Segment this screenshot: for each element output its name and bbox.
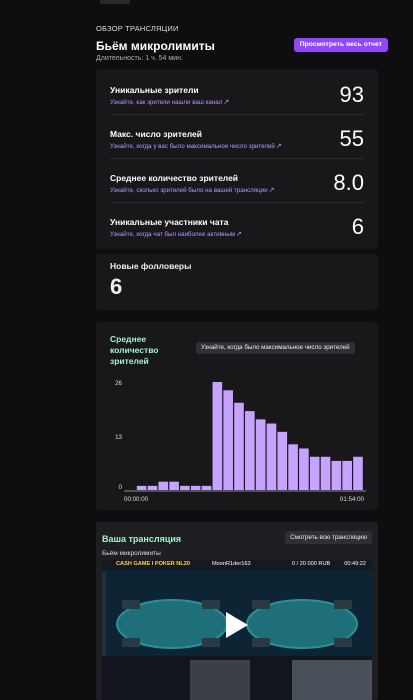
bar-19[interactable] bbox=[331, 460, 342, 490]
bar-12[interactable] bbox=[255, 419, 266, 490]
video-player-name: MoonR1der163 bbox=[212, 561, 251, 567]
stream-summary-header: ОБЗОР ТРАНСЛЯЦИИ Бьём микролимиты Длител… bbox=[96, 24, 388, 62]
bar-21[interactable] bbox=[353, 456, 363, 490]
bar-2[interactable] bbox=[147, 485, 158, 490]
bar-17[interactable] bbox=[309, 456, 320, 490]
stream-video-thumbnail[interactable]: CASH GAME I POKER NL20 MoonR1der163 0 / … bbox=[102, 560, 372, 700]
bars-group bbox=[136, 382, 363, 490]
bar-18[interactable] bbox=[320, 456, 331, 490]
max-viewers-hint-chip[interactable]: Узнайте, когда было максимальное число з… bbox=[196, 342, 355, 354]
bar-11[interactable] bbox=[245, 411, 255, 490]
y-tick-label: 26 bbox=[115, 380, 122, 387]
stat-link[interactable]: Узнайте, как зрители нашли ваш канал↗ bbox=[110, 99, 230, 106]
stream-duration: Длительность: 1 ч. 54 мин. bbox=[96, 55, 183, 62]
stream-section-title: Ваша трансляция bbox=[102, 534, 182, 544]
stat-link[interactable]: Узнайте, когда чат был наиболее активным… bbox=[110, 231, 242, 238]
chart-title: Среднее количество зрителей bbox=[110, 334, 159, 366]
stat-label: Уникальные зрители bbox=[110, 85, 199, 95]
arrow-up-right-icon: ↗ bbox=[223, 99, 230, 106]
video-game-title: CASH GAME I POKER NL20 bbox=[116, 561, 190, 567]
stat-label: Уникальные участники чата bbox=[110, 217, 229, 227]
stat-value: 55 bbox=[339, 126, 364, 151]
stat-label: Среднее количество зрителей bbox=[110, 173, 239, 183]
followers-value: 6 bbox=[110, 274, 123, 299]
top-tab-remnant bbox=[100, 0, 130, 4]
bar-13[interactable] bbox=[266, 423, 277, 490]
divider bbox=[110, 202, 364, 203]
bar-1[interactable] bbox=[136, 485, 147, 490]
bar-6[interactable] bbox=[190, 485, 201, 490]
video-balance: 0 / 20 000 RUB bbox=[292, 561, 331, 567]
bar-4[interactable] bbox=[169, 481, 179, 490]
video-timer: 00:49:22 bbox=[344, 561, 366, 567]
top-bar bbox=[0, 0, 413, 6]
divider bbox=[110, 114, 364, 115]
average-viewers-chart-card: Среднее количество зрителей Узнайте, ког… bbox=[96, 322, 378, 510]
bar-3[interactable] bbox=[158, 481, 169, 490]
y-tick-label: 13 bbox=[115, 434, 122, 441]
followers-label: Новые фолловеры bbox=[110, 261, 192, 271]
poker-tables-scene bbox=[102, 560, 372, 700]
new-followers-card: Новые фолловеры 6 bbox=[96, 254, 378, 310]
arrow-up-right-icon: ↗ bbox=[236, 231, 242, 238]
x-tick-label-start: 00:00:00 bbox=[124, 496, 149, 503]
bar-16[interactable] bbox=[299, 448, 309, 490]
y-tick-label: 0 bbox=[119, 484, 123, 491]
video-top-bar: CASH GAME I POKER NL20 MoonR1der163 0 / … bbox=[102, 560, 372, 570]
bar-8[interactable] bbox=[212, 382, 223, 490]
arrow-up-right-icon: ↗ bbox=[268, 187, 275, 194]
stat-average-viewers: Среднее количество зрителей Узнайте, ско… bbox=[110, 159, 364, 203]
stat-link[interactable]: Узнайте, сколько зрителей было на вашей … bbox=[110, 187, 275, 194]
bar-14[interactable] bbox=[277, 431, 288, 490]
divider bbox=[110, 158, 364, 159]
stats-card: Уникальные зрители Узнайте, как зрители … bbox=[96, 69, 378, 249]
bar-7[interactable] bbox=[201, 485, 212, 490]
stream-subtitle: Бьём микролимиты bbox=[102, 550, 161, 557]
stat-value: 6 bbox=[351, 214, 364, 239]
bar-5[interactable] bbox=[180, 485, 190, 490]
bar-9[interactable] bbox=[223, 390, 233, 490]
stat-max-viewers: Макс. число зрителей Узнайте, когда у ва… bbox=[110, 115, 364, 159]
bar-20[interactable] bbox=[342, 460, 352, 490]
stat-value: 93 bbox=[339, 82, 364, 107]
stat-link[interactable]: Узнайте, когда у вас было максимальное ч… bbox=[110, 143, 282, 150]
stat-label: Макс. число зрителей bbox=[110, 129, 203, 139]
stat-unique-chatters: Уникальные участники чата Узнайте, когда… bbox=[110, 203, 364, 247]
stat-unique-viewers: Уникальные зрители Узнайте, как зрители … bbox=[110, 71, 364, 115]
arrow-up-right-icon: ↗ bbox=[275, 143, 282, 150]
your-stream-card: Ваша трансляция Бьём микролимиты Смотрет… bbox=[96, 522, 378, 700]
viewers-bar-chart: 26 13 0 00:00:00 01:54:00 bbox=[115, 380, 366, 503]
bar-15[interactable] bbox=[288, 444, 298, 490]
play-icon[interactable] bbox=[220, 610, 250, 640]
overline: ОБЗОР ТРАНСЛЯЦИИ bbox=[96, 24, 179, 33]
watch-full-stream-button[interactable]: Смотреть всю трансляцию bbox=[285, 531, 372, 544]
bar-10[interactable] bbox=[234, 402, 244, 490]
stat-value: 8.0 bbox=[333, 170, 364, 195]
view-full-report-button[interactable]: Просмотреть весь отчет bbox=[293, 38, 388, 52]
x-tick-label-end: 01:54:00 bbox=[340, 496, 365, 503]
page-title: Бьём микролимиты bbox=[96, 39, 215, 53]
